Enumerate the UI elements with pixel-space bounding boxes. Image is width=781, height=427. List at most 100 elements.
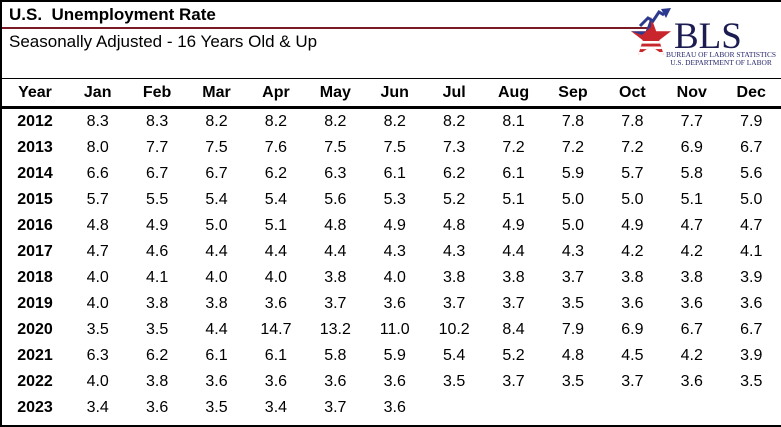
- table-row: 2023 3.4 3.6 3.5 3.4 3.7 3.6: [2, 395, 781, 421]
- table-header: Year Jan Feb Mar Apr May Jun Jul Aug Sep…: [2, 78, 781, 109]
- value-cell: 3.5: [205, 399, 228, 416]
- year-cell: 2019: [17, 295, 53, 312]
- value-cell: 3.7: [561, 269, 585, 286]
- value-cell: 5.4: [443, 347, 466, 364]
- value-cell: 4.1: [145, 269, 169, 286]
- table-row: 2016 4.8 4.9 5.0 5.1 4.8 4.9 4.8 4.9 5.0 4.9 4.7 4.7: [2, 213, 781, 239]
- value-cell: 7.2: [561, 139, 585, 156]
- value-cell: 3.7: [621, 373, 644, 390]
- value-cell: 7.2: [621, 139, 644, 156]
- value-cell: 4.4: [264, 243, 288, 260]
- col-header-oct: Oct: [602, 78, 663, 109]
- value-cell: 4.7: [86, 243, 109, 260]
- value-cell: 6.6: [86, 165, 109, 182]
- value-cell: 4.4: [502, 243, 525, 260]
- value-cell: 5.9: [383, 347, 406, 364]
- value-cell: 3.6: [383, 295, 406, 312]
- value-cell: 13.2: [319, 321, 351, 338]
- value-cell: 6.2: [145, 347, 169, 364]
- value-cell: 4.0: [86, 295, 109, 312]
- col-header-nov: Nov: [662, 78, 722, 109]
- col-header-jul: Jul: [424, 78, 484, 109]
- value-cell: 7.3: [443, 139, 466, 156]
- value-cell: 4.9: [502, 217, 525, 234]
- col-header-aug: Aug: [483, 78, 544, 109]
- value-cell: 6.3: [86, 347, 109, 364]
- table-row: 2013 8.0 7.7 7.5 7.6 7.5 7.5 7.3 7.2 7.2 7.2 6.9 6.7: [2, 135, 781, 161]
- value-cell: 3.7: [502, 373, 525, 390]
- value-cell: 5.1: [264, 217, 288, 234]
- value-cell: 7.5: [383, 139, 406, 156]
- value-cell: 8.4: [502, 321, 525, 338]
- value-cell: 7.2: [502, 139, 525, 156]
- value-cell: 5.3: [383, 191, 406, 208]
- col-header-feb: Feb: [127, 78, 187, 109]
- value-cell: 6.7: [145, 165, 169, 182]
- title-block: U.S. Unemployment Rate: [2, 2, 653, 29]
- col-header-jan: Jan: [68, 78, 128, 109]
- page-subtitle: Seasonally Adjusted - 16 Years Old & Up: [9, 32, 318, 51]
- value-cell: 3.4: [264, 399, 288, 416]
- value-cell: 3.5: [740, 373, 763, 390]
- value-cell: 3.8: [324, 269, 347, 286]
- value-cell: 4.3: [561, 243, 585, 260]
- value-cell: 8.2: [383, 113, 406, 130]
- value-cell: 3.6: [680, 373, 703, 390]
- value-cell: 5.5: [145, 191, 169, 208]
- col-header-dec: Dec: [721, 78, 781, 109]
- value-cell: 4.5: [621, 347, 644, 364]
- value-cell: 5.0: [621, 191, 644, 208]
- year-cell: 2018: [17, 269, 53, 286]
- year-cell: 2012: [17, 113, 53, 130]
- value-cell: 3.6: [264, 295, 288, 312]
- value-cell: 3.7: [443, 295, 466, 312]
- value-cell: 3.6: [680, 295, 703, 312]
- col-header-may: May: [305, 78, 366, 109]
- value-cell: 5.7: [86, 191, 109, 208]
- value-cell: 6.7: [740, 321, 763, 338]
- value-cell: 6.1: [383, 165, 406, 182]
- bls-acronym: BLS: [674, 16, 742, 57]
- value-cell: 6.7: [205, 165, 228, 182]
- value-cell: 3.8: [502, 269, 525, 286]
- value-cell: 3.5: [561, 373, 585, 390]
- value-cell: 4.9: [383, 217, 406, 234]
- value-cell: 4.9: [621, 217, 644, 234]
- bls-star-icon: [631, 8, 671, 55]
- value-cell: 3.5: [86, 321, 109, 338]
- value-cell: 5.6: [324, 191, 347, 208]
- year-cell: 2015: [17, 191, 53, 208]
- year-cell: 2016: [17, 217, 53, 234]
- table-body: 2012 8.3 8.3 8.2 8.2 8.2 8.2 8.2 8.1 7.8 7.8 7.7 7.9…: [2, 108, 781, 422]
- value-cell: 8.0: [86, 139, 109, 156]
- value-cell: 3.6: [205, 373, 228, 390]
- value-cell: 5.2: [443, 191, 466, 208]
- value-cell: 7.7: [145, 139, 169, 156]
- value-cell: 6.2: [264, 165, 288, 182]
- value-cell: 7.9: [740, 113, 763, 130]
- value-cell: 7.8: [621, 113, 644, 130]
- value-cell: 4.4: [205, 321, 228, 338]
- year-cell: 2022: [17, 373, 53, 390]
- col-header-jun: Jun: [365, 78, 425, 109]
- value-cell: [543, 395, 602, 421]
- bls-caption-line1: BUREAU OF LABOR STATISTICS: [666, 50, 776, 59]
- value-cell: 4.9: [145, 217, 169, 234]
- value-cell: 3.6: [383, 399, 406, 416]
- value-cell: 14.7: [260, 321, 292, 338]
- value-cell: [603, 395, 662, 421]
- value-cell: 5.0: [561, 217, 585, 234]
- year-cell: 2017: [17, 243, 53, 260]
- value-cell: 8.3: [86, 113, 109, 130]
- value-cell: 6.3: [324, 165, 347, 182]
- bls-caption-line2: U.S. DEPARTMENT OF LABOR: [670, 58, 772, 67]
- value-cell: 4.2: [621, 243, 644, 260]
- value-cell: 8.2: [264, 113, 288, 130]
- value-cell: 11.0: [379, 321, 410, 338]
- value-cell: 5.4: [205, 191, 228, 208]
- value-cell: 5.9: [561, 165, 585, 182]
- value-cell: 4.2: [680, 347, 703, 364]
- value-cell: 4.8: [86, 217, 109, 234]
- value-cell: 5.8: [680, 165, 703, 182]
